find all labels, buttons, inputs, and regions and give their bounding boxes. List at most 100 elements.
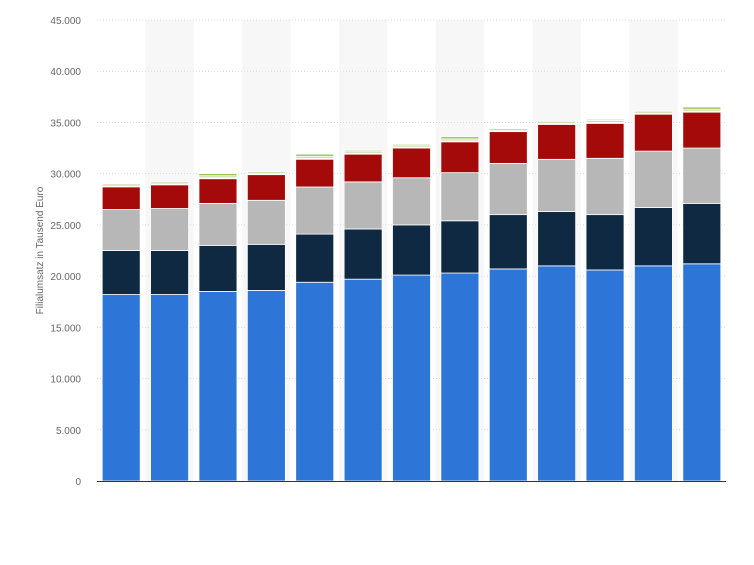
bar-segment xyxy=(198,291,238,482)
bar-segment xyxy=(101,186,141,210)
y-axis-label: Filialumsatz in Tausend Euro xyxy=(35,186,46,314)
bar-segment xyxy=(489,130,528,132)
bar-segment xyxy=(102,185,141,187)
bar-segment xyxy=(295,233,335,283)
bar-segment xyxy=(392,147,431,179)
bar-segment xyxy=(198,244,238,292)
bar-segment xyxy=(634,110,673,114)
bar-segment xyxy=(585,157,625,216)
bar-segment xyxy=(198,177,237,179)
bar-segment xyxy=(101,183,141,187)
bar-segment xyxy=(488,128,528,132)
bar-segment xyxy=(392,143,431,146)
bar-stack xyxy=(295,153,335,482)
bar-stack xyxy=(440,136,480,482)
bar-segment xyxy=(537,124,577,160)
bar-segment xyxy=(682,202,722,265)
bar-segment xyxy=(150,181,189,185)
bar-segment xyxy=(537,158,577,212)
bar-segment xyxy=(585,269,625,482)
bar-segment xyxy=(440,140,479,142)
bar-segment xyxy=(585,123,625,159)
bar-segment xyxy=(634,207,673,267)
bar-segment xyxy=(682,263,722,482)
bar-segment xyxy=(343,278,383,482)
bar-segment xyxy=(246,199,286,245)
bar-segment xyxy=(682,147,722,204)
bar-segment xyxy=(198,202,238,246)
bars xyxy=(101,106,722,482)
bar-segment xyxy=(295,153,335,157)
bar-stack xyxy=(343,149,383,482)
bar-segment xyxy=(246,174,286,201)
bar-segment xyxy=(343,181,383,230)
bar-segment xyxy=(246,171,286,175)
bar-segment xyxy=(150,184,189,209)
bar-segment xyxy=(682,111,722,149)
bar-segment xyxy=(440,141,480,174)
bar-segment xyxy=(537,123,576,125)
y-tick-label: 5.000 xyxy=(56,426,81,437)
bar-stack xyxy=(101,183,141,482)
bar-segment xyxy=(198,178,238,204)
bar-segment xyxy=(440,220,480,274)
bar-stack xyxy=(537,121,577,482)
bar-segment xyxy=(392,147,431,149)
bar-segment xyxy=(101,250,141,295)
bar-segment xyxy=(392,274,431,482)
bar-segment xyxy=(150,250,189,295)
bar-segment xyxy=(392,224,431,276)
bar-segment xyxy=(634,265,673,482)
bar-segment xyxy=(586,122,625,124)
bar-segment xyxy=(440,172,480,222)
bar-segment xyxy=(295,158,334,160)
bar-segment xyxy=(246,243,286,291)
bar-segment xyxy=(585,118,625,121)
bar-segment xyxy=(343,153,383,183)
bar-segment xyxy=(634,113,673,152)
bar-segment xyxy=(537,121,577,124)
bar-segment xyxy=(295,186,335,235)
bar-segment xyxy=(198,173,238,177)
bar-segment xyxy=(150,208,189,251)
bar-segment xyxy=(343,149,383,152)
bar-segment xyxy=(488,131,528,164)
bar-segment xyxy=(247,173,286,175)
bar-segment xyxy=(488,214,528,270)
bar-segment xyxy=(392,177,431,226)
bar-segment xyxy=(295,281,335,482)
bar-segment xyxy=(343,228,383,280)
bar-stack xyxy=(150,181,189,482)
bar-segment xyxy=(344,153,383,155)
bar-segment xyxy=(634,150,673,208)
bar-stack xyxy=(246,171,286,482)
y-tick-labels: 0 5.000 10.000 15.000 20.000 25.000 30.000 35.0… xyxy=(50,16,81,488)
bar-segment xyxy=(101,294,141,482)
bar-stack xyxy=(585,118,625,482)
bar-segment xyxy=(150,183,189,185)
bar-segment xyxy=(634,113,673,115)
bar-stack xyxy=(198,173,238,482)
y-tick-label: 15.000 xyxy=(50,323,81,334)
bar-segment xyxy=(150,294,189,482)
bar-stack xyxy=(488,128,528,482)
bar-segment xyxy=(246,290,286,482)
bar-stack xyxy=(392,143,431,482)
bar-stack xyxy=(682,106,722,482)
y-tick-label: 45.000 xyxy=(50,16,81,27)
bar-segment xyxy=(488,268,528,482)
y-tick-label: 40.000 xyxy=(50,67,81,78)
bar-segment xyxy=(537,211,577,267)
bar-segment xyxy=(682,106,722,110)
y-tick-label: 10.000 xyxy=(50,375,81,386)
y-tick-label: 25.000 xyxy=(50,221,81,232)
bar-segment xyxy=(295,158,335,188)
bar-segment xyxy=(585,214,625,271)
y-tick-label: 30.000 xyxy=(50,170,81,181)
bar-segment xyxy=(101,209,141,251)
y-tick-label: 35.000 xyxy=(50,118,81,129)
bar-segment xyxy=(537,265,577,482)
bar-segment xyxy=(440,136,480,140)
